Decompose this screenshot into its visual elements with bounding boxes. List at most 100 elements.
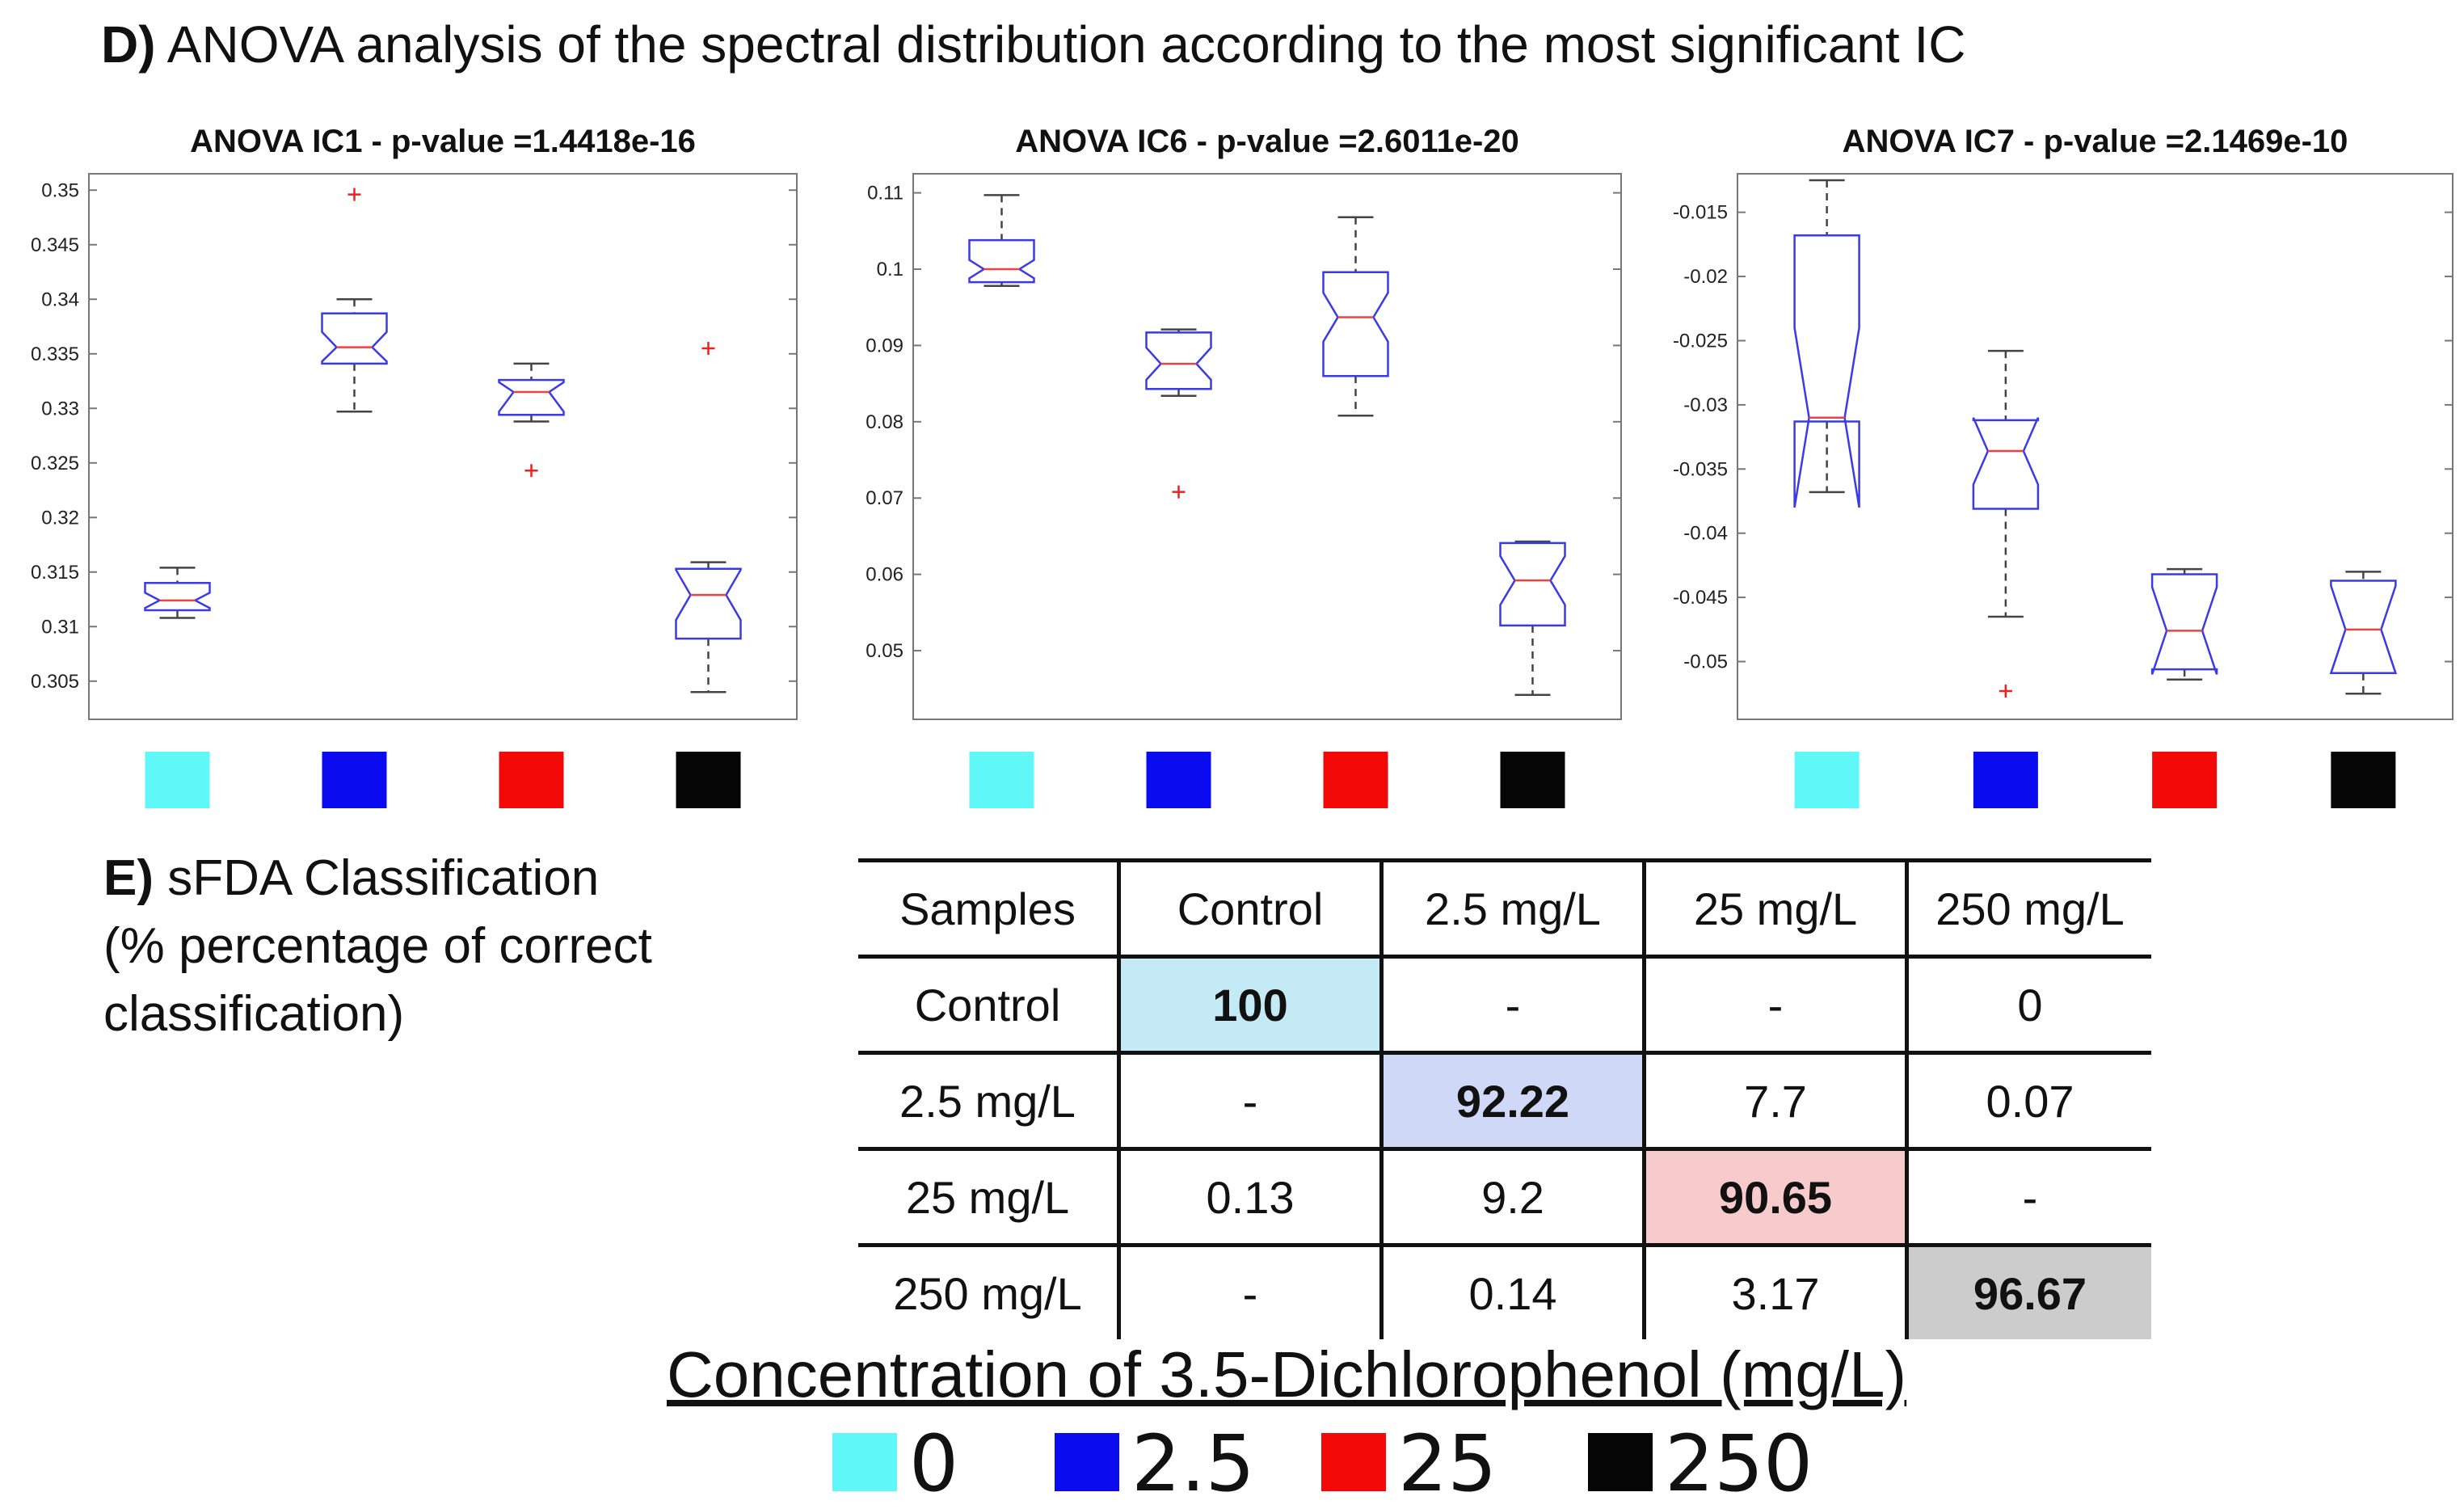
- row-label: 25 mg/L: [858, 1149, 1121, 1246]
- box: [2329, 580, 2398, 675]
- table-cell: -: [1118, 1245, 1384, 1339]
- group-swatch: [322, 752, 387, 808]
- row-label: 2.5 mg/L: [858, 1052, 1121, 1149]
- group-swatch: [499, 752, 564, 808]
- y-tick-label: 0.315: [31, 562, 79, 584]
- y-tick-label: 0.33: [41, 398, 79, 419]
- group-swatch: [1323, 752, 1388, 808]
- table-row: 25 mg/L 0.13 9.2 90.65 -: [858, 1149, 2151, 1246]
- legend-label: 2.5: [1131, 1418, 1255, 1509]
- table-cell: 0.14: [1381, 1245, 1646, 1339]
- y-tick-label: 0.06: [866, 564, 903, 586]
- y-tick-label: 0.07: [866, 487, 903, 509]
- group-swatch: [1794, 752, 1860, 808]
- y-tick-label: 0.08: [866, 411, 903, 433]
- chart-title: ANOVA IC7 - p-value =2.1469e-10: [1843, 124, 2348, 159]
- row-label: Control: [858, 956, 1121, 1053]
- table-header-row: Samples Control 2.5 mg/L 25 mg/L 250 mg/…: [858, 860, 2151, 957]
- box: [1499, 542, 1566, 627]
- table-cell: -: [1118, 1052, 1384, 1149]
- outlier-marker: [1999, 685, 2012, 698]
- outlier-marker: [347, 188, 361, 201]
- y-tick-label: 0.11: [867, 183, 903, 204]
- chart-title: ANOVA IC6 - p-value =2.6011e-20: [1015, 124, 1519, 159]
- table-row: 250 mg/L - 0.14 3.17 96.67: [858, 1245, 2151, 1339]
- group-swatch: [969, 752, 1034, 808]
- table-cell: -: [2022, 1171, 2038, 1223]
- y-tick-label: -0.015: [1673, 202, 1728, 224]
- box: [1145, 331, 1212, 390]
- section-e-prefix: E): [103, 850, 154, 906]
- table-cell: 90.65: [1644, 1149, 1909, 1246]
- y-tick-label: -0.045: [1673, 587, 1728, 609]
- section-e-line2: (% percentage of correct: [103, 918, 652, 974]
- y-tick-label: 0.335: [31, 344, 79, 365]
- legend-label: 0: [909, 1418, 959, 1509]
- boxplot-ic7: ANOVA IC7 - p-value =2.1469e-10 -0.05 -0.0…: [1673, 124, 2453, 808]
- table-header-cell: 2.5 mg/L: [1381, 860, 1646, 957]
- box: [498, 378, 565, 416]
- plot-area: [912, 173, 1622, 720]
- table-cell: -: [1644, 956, 1909, 1053]
- legend-label: 250: [1665, 1418, 1813, 1509]
- confusion-table: Samples Control 2.5 mg/L 25 mg/L 250 mg/…: [858, 858, 2151, 1339]
- y-tick-label: -0.03: [1683, 394, 1728, 416]
- y-tick-label: 0.35: [41, 179, 79, 201]
- box: [1972, 417, 2040, 510]
- legend-swatch: [832, 1433, 897, 1491]
- y-tick-label: 0.305: [31, 671, 79, 693]
- row-label: 250 mg/L: [858, 1245, 1121, 1339]
- chart-title: ANOVA IC1 - p-value =1.4418e-16: [190, 124, 696, 159]
- table-cell: 9.2: [1381, 1149, 1646, 1246]
- table-cell: 0: [2017, 979, 2043, 1031]
- outlier-marker: [701, 342, 715, 355]
- group-swatch: [1973, 752, 2038, 808]
- y-tick-label: 0.325: [31, 453, 79, 474]
- box: [1322, 271, 1389, 377]
- legend-label: 25: [1398, 1418, 1497, 1509]
- y-tick-label: -0.05: [1683, 651, 1728, 673]
- box: [1793, 234, 1860, 508]
- group-swatch: [145, 752, 210, 808]
- section-e-line3: classification): [103, 986, 405, 1042]
- table-header-cell: Samples: [858, 860, 1121, 957]
- y-tick-label: 0.1: [877, 259, 903, 280]
- table-cell: 3.17: [1644, 1245, 1909, 1339]
- table-cell: 100: [1118, 956, 1384, 1053]
- table-header-cell: 25 mg/L: [1644, 860, 1909, 957]
- table-header-cell: 250 mg/L: [1935, 883, 2125, 934]
- box: [2150, 573, 2218, 675]
- boxplot-ic1: ANOVA IC1 - p-value =1.4418e-16 0.305 0.31…: [31, 124, 798, 808]
- section-d-title: D) ANOVA analysis of the spectral distri…: [101, 15, 1965, 74]
- y-tick-label: 0.31: [41, 616, 79, 638]
- box: [675, 567, 742, 640]
- y-tick-label: 0.05: [866, 640, 903, 662]
- box: [968, 238, 1035, 284]
- outlier-marker: [524, 464, 538, 478]
- plot-area: [88, 173, 798, 720]
- section-d-prefix: D): [101, 15, 156, 74]
- y-tick-label: 0.34: [41, 289, 79, 310]
- group-swatch: [1146, 752, 1211, 808]
- table-cell: 7.7: [1644, 1052, 1909, 1149]
- section-e-line1: sFDA Classification: [167, 850, 600, 906]
- table-row: 2.5 mg/L - 92.22 7.7 0.07: [858, 1052, 2151, 1149]
- group-swatch: [2331, 752, 2396, 808]
- table-cell: 92.22: [1381, 1052, 1646, 1149]
- box: [321, 312, 388, 365]
- box: [144, 581, 211, 612]
- legend-swatch: [1055, 1433, 1119, 1491]
- plot-area: [1737, 173, 2453, 720]
- y-tick-label: -0.035: [1673, 458, 1728, 480]
- y-tick-label: -0.025: [1673, 330, 1728, 352]
- y-tick-label: -0.02: [1683, 266, 1728, 288]
- table-row: Control 100 - - 0: [858, 956, 2151, 1053]
- group-swatch: [2152, 752, 2218, 808]
- table-cell: -: [1381, 956, 1646, 1053]
- y-tick-label: 0.345: [31, 234, 79, 256]
- table-cell: 0.13: [1118, 1149, 1384, 1246]
- boxplot-ic6: ANOVA IC6 - p-value =2.6011e-20 0.05 0.06 0…: [866, 124, 1622, 808]
- table-header-cell: Control: [1118, 860, 1384, 957]
- table-cell: 96.67: [1906, 1245, 2151, 1339]
- group-swatch: [676, 752, 741, 808]
